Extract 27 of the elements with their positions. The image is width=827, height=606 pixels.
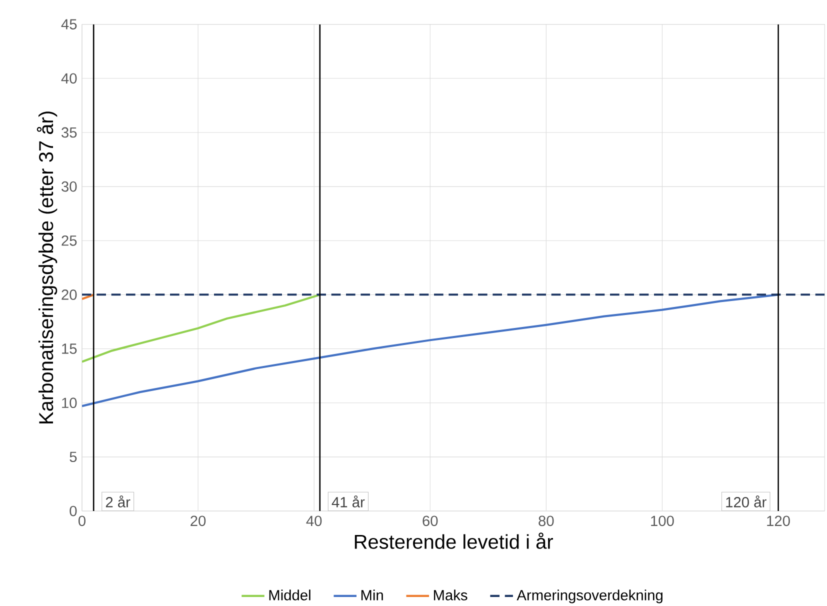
y-axis-title: Karbonatiseringsdybde (etter 37 år) [36,112,58,424]
y-tick-label: 45 [61,19,77,30]
x-tick-label: 60 [422,516,438,526]
y-tick-label: 40 [61,73,77,84]
legend-label: Armeringsoverdekning [516,590,662,604]
x-axis-title: Resterende levetid i år [354,532,553,549]
y-tick-label: 35 [62,127,77,138]
y-tick-label: 5 [70,452,77,462]
legend-label: Maks [434,590,468,600]
x-tick-label: 100 [651,516,674,526]
y-tick-label: 25 [62,235,77,246]
legend-label: Middel [269,590,310,600]
y-tick-label: 30 [62,181,77,192]
ref-line-label: 2 år [106,495,130,508]
x-tick-label: 40 [306,516,322,526]
legend-label: Min [361,590,383,600]
x-tick-label: 20 [190,516,206,526]
y-tick-label: 10 [62,398,77,408]
x-tick-label: 120 [767,516,790,526]
x-tick-label: 0 [78,516,86,526]
x-tick-label: 80 [538,516,554,526]
line-series [82,294,321,363]
y-tick-label: 20 [62,290,77,300]
ref-line-label: 120 år [726,495,766,508]
y-tick-label: 0 [70,506,77,516]
y-tick-label: 15 [62,344,77,354]
ref-line-label: 41 år [332,495,365,508]
